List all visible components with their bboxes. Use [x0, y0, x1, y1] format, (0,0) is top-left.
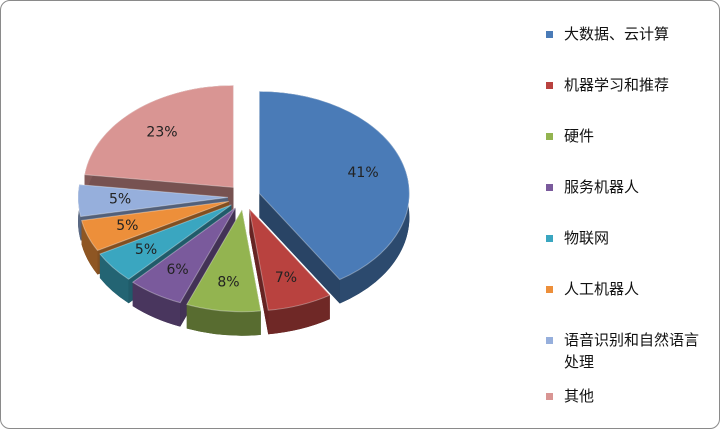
slice-edge-wall: [259, 193, 340, 304]
data-label: 5%: [109, 192, 131, 208]
legend-item: 服务机器人: [546, 176, 706, 227]
data-label: 6%: [166, 262, 188, 278]
legend-label: 服务机器人: [564, 178, 640, 196]
slice: [131, 207, 236, 304]
slice: [80, 200, 230, 252]
legend-item: 其他: [546, 385, 706, 428]
legend-label: 大数据、云计算: [564, 25, 670, 43]
data-label: 8%: [217, 275, 239, 291]
data-label: 41%: [348, 165, 379, 181]
legend-label: 物联网: [564, 229, 610, 247]
slice: [258, 90, 410, 281]
data-label: 5%: [135, 242, 157, 258]
legend-item: 人工机器人: [546, 278, 706, 329]
slice-outer-wall: [81, 220, 98, 275]
legend-item: 语音识别和自然语言处理: [546, 329, 699, 385]
legend-item: 硬件: [546, 125, 706, 176]
legend-swatch: [546, 235, 553, 242]
slice: [77, 184, 229, 218]
data-label: 7%: [275, 270, 297, 286]
legend-swatch: [546, 31, 553, 38]
legend-label: 硬件: [564, 127, 595, 145]
slice-outer-wall: [186, 304, 261, 336]
legend-swatch: [546, 286, 553, 293]
legend: 大数据、云计算 机器学习和推荐 硬件服务机器人物联网人工机器人语音识别和自然语言处理…: [546, 23, 706, 428]
legend-item: 物联网: [546, 227, 706, 278]
slice-outer-wall: [132, 282, 181, 327]
slice: [99, 204, 232, 280]
legend-swatch: [546, 337, 553, 344]
legend-label: 其他: [564, 387, 595, 405]
legend-label: 机器学习和推荐: [564, 76, 670, 94]
legend-label: 人工机器人: [564, 280, 640, 298]
data-label: 23%: [146, 124, 177, 140]
data-label: 5%: [116, 218, 138, 234]
legend-item: 机器学习和推荐: [546, 74, 706, 125]
legend-label: 语音识别和自然语言处理: [564, 331, 700, 371]
legend-item: 大数据、云计算: [546, 23, 706, 74]
slice: [248, 207, 331, 311]
slice-edge-wall: [249, 209, 269, 335]
legend-swatch: [546, 82, 553, 89]
slice-outer-wall: [99, 253, 129, 304]
slice-outer-wall: [268, 295, 330, 335]
legend-swatch: [546, 393, 553, 400]
pie-plot: 41% 7% 8% 6% 5% 5% 5% 23%: [77, 84, 410, 336]
legend-swatch: [546, 133, 553, 140]
slice: [84, 84, 234, 188]
legend-swatch: [546, 184, 553, 191]
slice: [186, 208, 262, 313]
